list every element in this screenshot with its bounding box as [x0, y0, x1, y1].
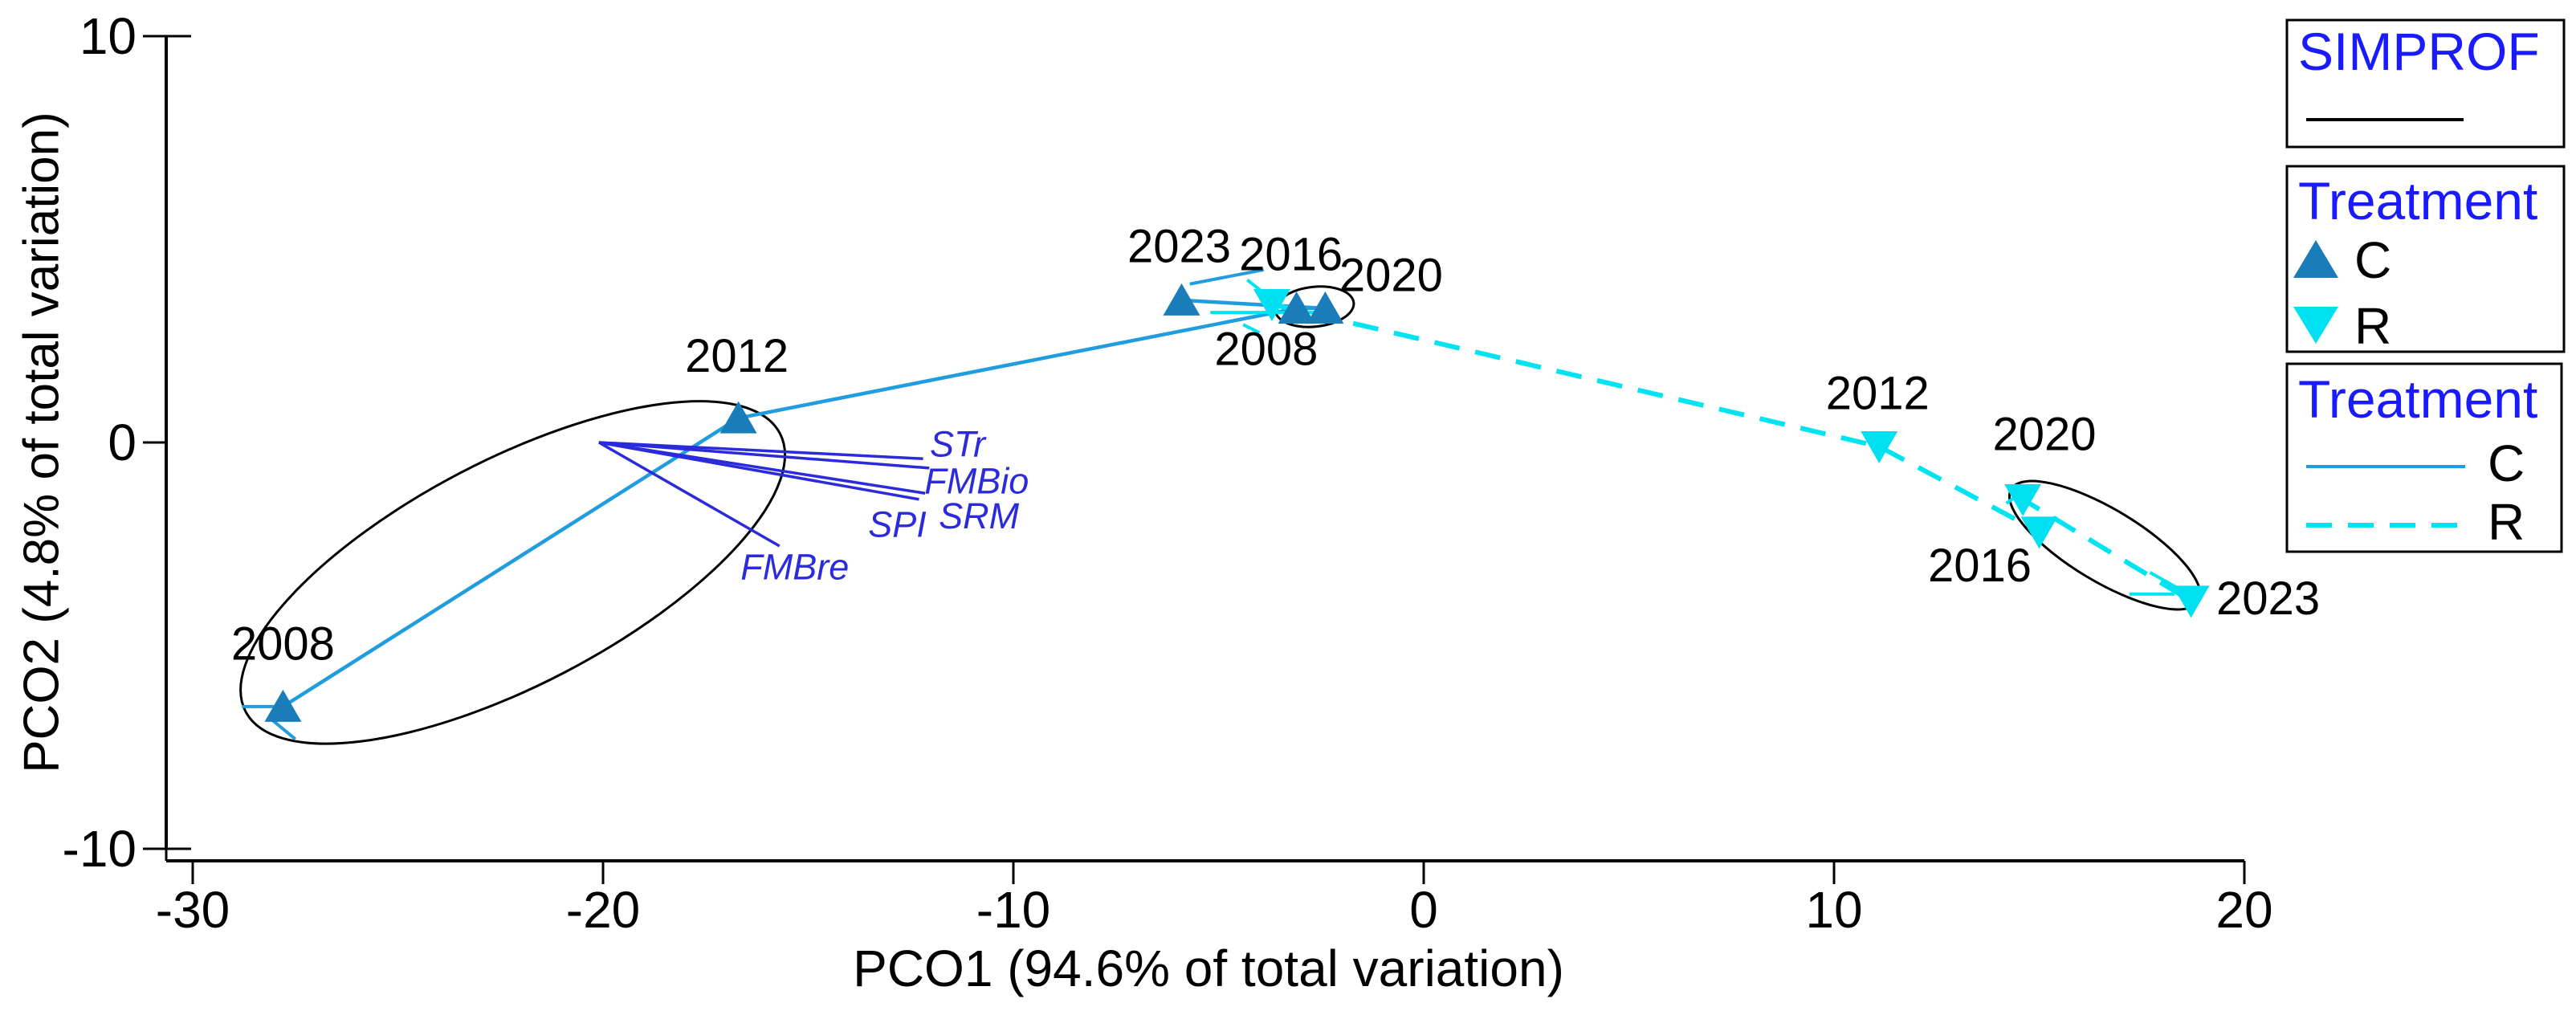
r-2008-marker [1253, 288, 1290, 321]
legend-r-line-label: R [2488, 493, 2525, 551]
legend-treatment-markers-box: Treatment C R [2285, 165, 2566, 355]
legend-treatment-markers-title: Treatment [2298, 171, 2537, 230]
legend-r-triangle-down-icon [2293, 307, 2338, 344]
y-axis-title: PCO2 (4.8% of total variation) [14, 112, 70, 773]
vector-label: SRM [939, 495, 1020, 536]
year-label: 2020 [1339, 250, 1443, 302]
vector-line [598, 441, 923, 460]
axes-layer: 10 0 -10 -30 -20 -10 0 10 20 [63, 7, 2273, 939]
c-2012-marker [719, 401, 757, 434]
x-tick-label: -10 [976, 881, 1051, 939]
y-tick-label: -10 [63, 820, 137, 878]
year-label: 2023 [2216, 573, 2320, 625]
y-tick-label: 0 [108, 414, 137, 471]
legend-c-line-label: C [2488, 434, 2525, 492]
vector-line [598, 441, 919, 501]
markers-layer [264, 283, 2210, 722]
r-2016-marker [2020, 516, 2058, 549]
year-label: 2023 [1127, 220, 1231, 272]
c-whisker-line [1189, 267, 1265, 286]
legend-c-triangle-up-icon [2293, 240, 2338, 278]
x-tick-label: 10 [1805, 881, 1862, 939]
vector-line [598, 441, 781, 548]
year-label: 2016 [1239, 229, 1343, 281]
legend-r-marker-label: R [2354, 297, 2391, 355]
year-label: 2012 [685, 330, 789, 382]
legend-simprof-box: SIMPROF [2285, 18, 2566, 149]
legend-simprof-border [2285, 18, 2566, 149]
year-label: 2020 [1993, 408, 2097, 460]
r-2023-marker [2172, 585, 2210, 618]
year-label: 2008 [1214, 323, 1318, 375]
legend-treatment-lines-border [2285, 362, 2563, 553]
r-2020-marker [2004, 483, 2042, 516]
x-tick-label: 0 [1409, 881, 1438, 939]
legend-treatment-markers-border [2285, 165, 2566, 353]
c-2008-marker [264, 689, 302, 722]
x-tick-label: -20 [566, 881, 641, 939]
c-2020-marker [1306, 291, 1344, 324]
x-tick-label: 20 [2215, 881, 2272, 939]
x-tick-label: -30 [156, 881, 230, 939]
r-whisker-line [1242, 323, 1261, 335]
vector-line [598, 441, 930, 470]
simprof-ellipse [239, 400, 787, 745]
legend-simprof-title: SIMPROF [2298, 22, 2540, 81]
legend-treatment-lines-box: Treatment C R [2285, 362, 2563, 553]
vector-label: SPI [868, 503, 927, 544]
vector-label: FMBre [740, 547, 849, 588]
year-label: 2008 [231, 618, 335, 670]
legend-c-marker-label: C [2354, 231, 2391, 289]
year-label: 2016 [1928, 540, 2032, 592]
r-2012-marker [1861, 431, 1898, 464]
x-axis-title: PCO1 (94.6% of total variation) [853, 940, 1564, 997]
c-2016-marker [1278, 291, 1315, 324]
vector-label: FMBio [924, 460, 1029, 501]
vector-label: STr [930, 424, 987, 465]
c-2023-marker [1163, 283, 1200, 316]
y-tick-label: 10 [79, 7, 137, 65]
c-whisker-line [269, 717, 297, 740]
year-label: 2012 [1826, 368, 1930, 420]
legend-treatment-lines-title: Treatment [2298, 369, 2537, 429]
